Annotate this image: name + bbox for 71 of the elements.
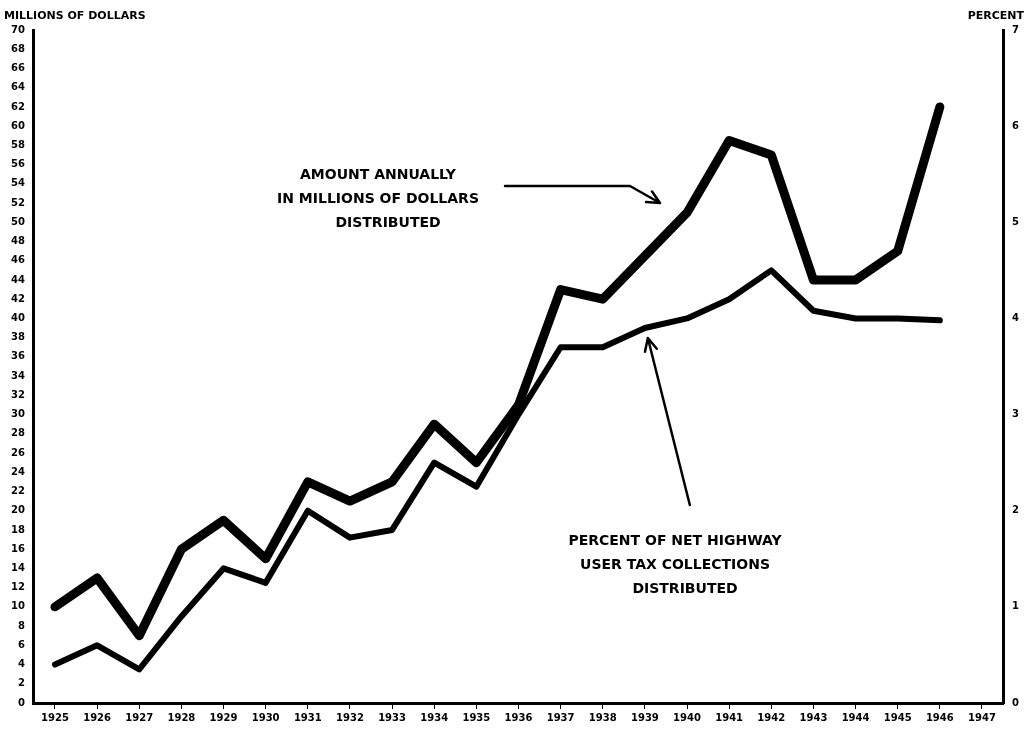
y-tick-label: 52: [10, 196, 25, 208]
y-tick-label: 34: [10, 369, 25, 381]
y-tick-label: 40: [10, 312, 25, 324]
x-tick-label: 1946: [925, 711, 954, 723]
y-tick-label: 0: [17, 696, 25, 708]
y-tick-label: 22: [10, 485, 25, 497]
x-tick-label: 1944: [841, 711, 870, 723]
x-tick-label: 1931: [293, 711, 322, 723]
y2-tick-label: 1: [1012, 600, 1020, 612]
y-tick-label: 58: [10, 138, 25, 150]
x-tick-label: 1943: [799, 711, 828, 723]
y-tick-label: 60: [10, 119, 25, 131]
y2-tick-label: 7: [1012, 23, 1020, 35]
y-tick-label: 24: [10, 465, 25, 477]
x-tick-label: 1940: [673, 711, 701, 723]
y-tick-label: 18: [10, 523, 25, 535]
y2-axis-title: PERCENT: [967, 8, 1025, 22]
x-tick-label: 1938: [588, 711, 617, 723]
x-tick-label: 1939: [630, 711, 659, 723]
x-tick-label: 1925: [41, 711, 69, 723]
y-tick-label: 44: [10, 273, 25, 285]
y-tick-label: 20: [10, 504, 25, 516]
y-tick-label: 28: [10, 427, 25, 439]
y-tick-label: 68: [10, 42, 25, 54]
y-tick-label: 46: [10, 254, 25, 266]
y2-tick-label: 5: [1012, 215, 1020, 227]
y-tick-label: 70: [10, 23, 25, 35]
y-tick-label: 38: [10, 331, 25, 343]
x-tick-label: 1947: [968, 711, 996, 723]
x-tick-label: 1929: [209, 711, 238, 723]
y2-tick-label: 0: [1012, 696, 1020, 708]
x-tick-label: 1933: [378, 711, 407, 723]
x-tick-label: 1942: [757, 711, 786, 723]
y-tick-label: 62: [10, 100, 25, 112]
y-axis-title: MILLIONS OF DOLLARS: [4, 8, 146, 22]
x-tick-label: 1927: [125, 711, 154, 723]
y2-tick-label: 4: [1012, 312, 1020, 324]
y2-tick-label: 6: [1012, 119, 1020, 131]
y-tick-label: 12: [10, 581, 25, 593]
y-tick-label: 56: [10, 158, 25, 170]
y-tick-label: 64: [10, 81, 25, 93]
annotation: PERCENT OF NET HIGHWAY USER TAX COLLECTIONS DISTRIBUTED: [568, 531, 783, 596]
y-tick-label: 54: [10, 177, 25, 189]
y-tick-label: 30: [10, 408, 25, 420]
x-tick-label: 1932: [336, 711, 364, 723]
x-tick-label: 1935: [462, 711, 491, 723]
y-tick-label: 66: [10, 62, 25, 74]
y-tick-label: 8: [17, 619, 25, 631]
y-tick-label: 4: [17, 658, 25, 670]
x-tick-label: 1926: [83, 711, 112, 723]
annotation: AMOUNT ANNUALLY IN MILLIONS OF DOLLARS DISTRIBUTED: [277, 165, 479, 230]
x-tick-label: 1945: [883, 711, 912, 723]
x-tick-label: 1928: [167, 711, 196, 723]
y-tick-label: 2: [17, 677, 25, 689]
y-tick-label: 14: [10, 561, 25, 573]
y-tick-label: 50: [10, 215, 25, 227]
x-tick-label: 1937: [546, 711, 575, 723]
y-tick-label: 10: [10, 600, 25, 612]
y2-tick-label: 2: [1012, 504, 1020, 516]
y-tick-label: 48: [10, 235, 25, 247]
y-tick-label: 32: [10, 388, 25, 400]
y-tick-label: 16: [10, 542, 25, 554]
y-tick-label: 42: [10, 292, 25, 304]
x-tick-label: 1941: [715, 711, 744, 723]
y-tick-label: 6: [17, 638, 25, 650]
y-tick-label: 36: [10, 350, 25, 362]
y2-tick-label: 3: [1012, 408, 1020, 420]
y-tick-label: 26: [10, 446, 25, 458]
x-tick-label: 1930: [251, 711, 280, 723]
x-tick-label: 1936: [504, 711, 533, 723]
x-tick-label: 1934: [420, 711, 449, 723]
